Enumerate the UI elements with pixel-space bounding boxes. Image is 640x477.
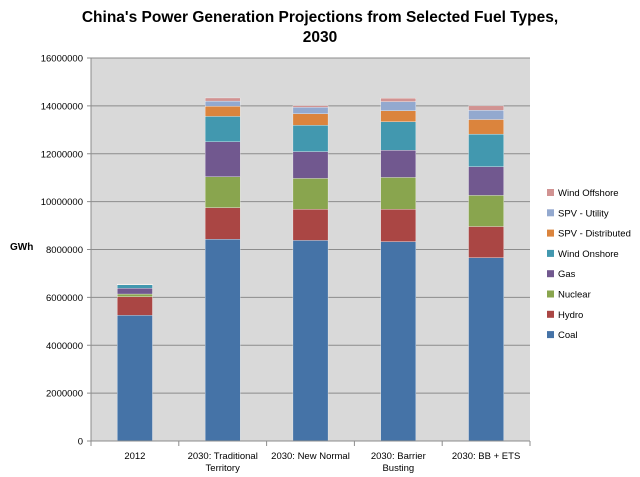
- bar-segment-gas: [117, 288, 153, 295]
- y-tick-label: 0: [78, 437, 83, 448]
- legend-label: SPV - Distributed: [558, 229, 631, 240]
- bar-segment-wind-onshore: [380, 121, 417, 151]
- bar-segment-wind-offshore: [292, 105, 329, 108]
- y-axis-label: GWh: [10, 242, 34, 253]
- bar-segment-gas: [204, 141, 241, 177]
- x-category-label: 2030: New Normal: [271, 451, 350, 462]
- bar-segment-spv-utility: [204, 100, 241, 107]
- y-tick-label: 12000000: [41, 149, 83, 160]
- y-axis-ticks: 0 2000000 4000000 6000000 8000000 10000000 120…: [41, 54, 91, 448]
- bar-segment-nuclear: [380, 177, 417, 210]
- bar-segment-gas: [292, 151, 329, 179]
- bar-segment-spv-distributed: [292, 113, 329, 126]
- y-tick-label: 2000000: [46, 389, 83, 400]
- x-category-label: 2030: BB + ETS: [452, 451, 520, 462]
- legend-label: Hydro: [558, 310, 583, 321]
- bar-segment-coal: [292, 240, 329, 442]
- legend-swatch: [547, 331, 554, 339]
- bar-segment-nuclear: [468, 195, 504, 227]
- legend-swatch: [547, 270, 554, 278]
- x-category-label: Busting: [382, 463, 414, 474]
- bar-segment-wind-onshore: [204, 116, 241, 142]
- legend-label: Gas: [558, 269, 576, 280]
- y-tick-label: 14000000: [41, 101, 83, 112]
- legend-label: Wind Offshore: [558, 188, 619, 199]
- x-category-label: 2012: [124, 451, 145, 462]
- bar-segment-spv-utility: [468, 110, 504, 120]
- bars: [117, 97, 504, 442]
- bar-segment-wind-onshore: [468, 133, 504, 167]
- y-tick-label: 10000000: [41, 197, 83, 208]
- bar-segment-spv-utility: [380, 101, 417, 111]
- bar-segment-nuclear: [204, 176, 241, 208]
- legend-swatch: [547, 189, 554, 196]
- bar-segment-hydro: [204, 207, 241, 240]
- legend-swatch: [547, 229, 554, 237]
- x-axis: [90, 58, 531, 446]
- bar-segment-coal: [204, 239, 241, 442]
- bar-segment-hydro: [292, 209, 329, 241]
- bar-segment-nuclear: [292, 178, 329, 210]
- bar-segment-coal: [117, 315, 153, 442]
- bar-segment-hydro: [468, 226, 504, 258]
- legend-label: Coal: [558, 330, 578, 341]
- y-tick-label: 4000000: [46, 341, 83, 352]
- legend: Wind Offshore SPV - Utility SPV - Distribu…: [547, 188, 631, 341]
- legend-swatch: [547, 290, 554, 298]
- bar-segment-spv-distributed: [204, 106, 241, 117]
- bar-segment-wind-onshore: [292, 125, 329, 152]
- x-category-label: Territory: [206, 463, 241, 474]
- bar-segment-wind-offshore: [468, 105, 504, 111]
- legend-swatch: [547, 310, 554, 318]
- bar-segment-coal: [380, 241, 417, 442]
- chart-title-line-2: 2030: [302, 29, 338, 46]
- bar-segment-nuclear: [117, 293, 153, 297]
- bar-segment-wind-offshore: [380, 98, 417, 102]
- chart-title-line-1: China's Power Generation Projections fro…: [81, 9, 559, 26]
- bar-segment-spv-utility: [292, 107, 329, 114]
- legend-label: SPV - Utility: [558, 208, 609, 219]
- y-tick-label: 16000000: [41, 54, 83, 65]
- bar-segment-hydro: [380, 209, 417, 242]
- legend-label: Nuclear: [558, 290, 591, 301]
- bar-segment-hydro: [117, 296, 153, 316]
- bar-segment-gas: [468, 166, 504, 196]
- legend-swatch: [547, 209, 554, 217]
- legend-swatch: [547, 249, 554, 257]
- bar-segment-wind-onshore: [117, 284, 153, 289]
- bar-segment-coal: [468, 257, 504, 442]
- x-category-label: 2030: Traditional: [188, 451, 258, 462]
- y-tick-label: 8000000: [46, 245, 83, 256]
- legend-label: Wind Onshore: [558, 249, 619, 260]
- bar-segment-wind-offshore: [204, 97, 241, 102]
- bar-segment-gas: [380, 150, 417, 178]
- x-category-label: 2030: Barrier: [371, 451, 426, 462]
- y-tick-label: 6000000: [46, 293, 83, 304]
- bar-segment-spv-distributed: [380, 110, 417, 122]
- bar-segment-spv-distributed: [468, 119, 504, 135]
